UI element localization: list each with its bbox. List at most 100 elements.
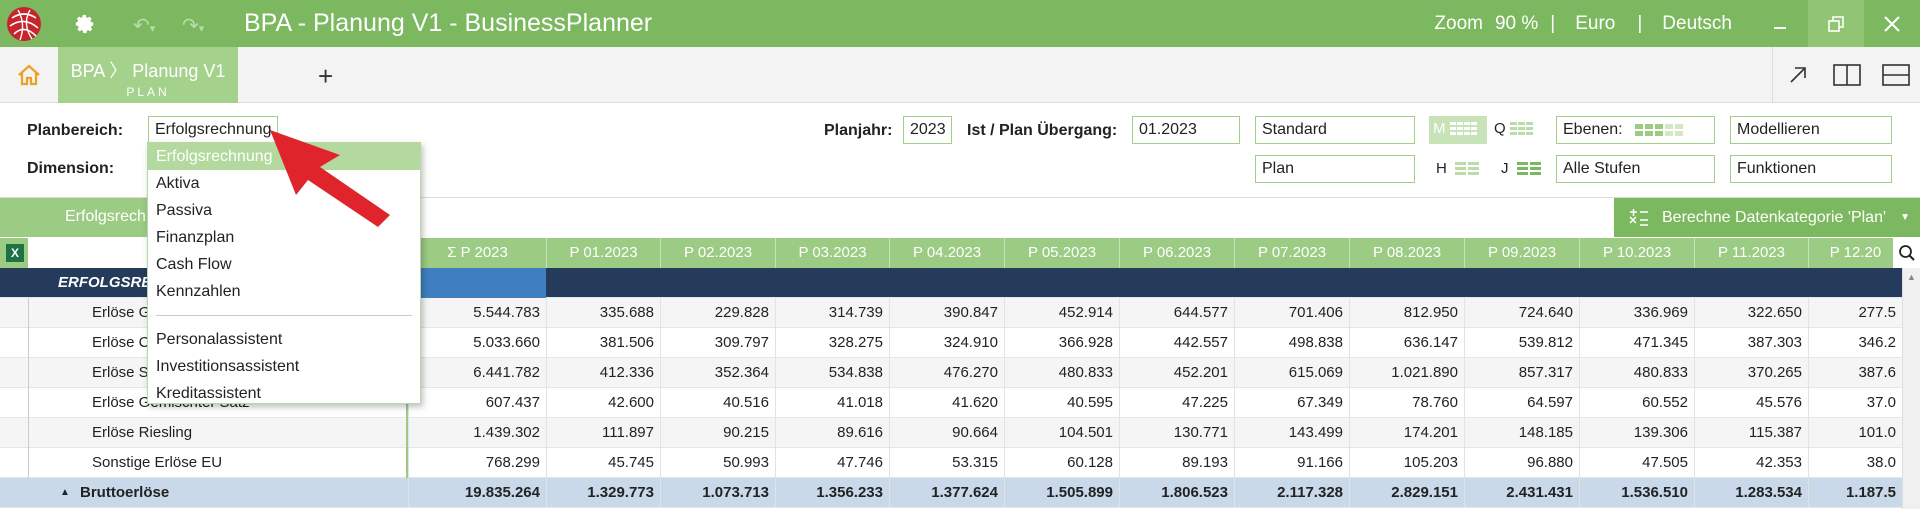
table-cell[interactable]: 5.033.660 [408, 328, 546, 358]
planjahr-field[interactable]: 2023 [903, 116, 952, 144]
table-cell[interactable]: 229.828 [660, 298, 775, 328]
table-cell[interactable]: 40.516 [660, 388, 775, 418]
table-cell[interactable]: 50.993 [660, 448, 775, 478]
column-header[interactable]: P 12.20 [1808, 238, 1902, 268]
dropdown-option[interactable]: Investitionsassistent [156, 358, 300, 375]
table-cell[interactable]: 346.2 [1808, 328, 1902, 358]
table-cell[interactable]: 322.650 [1694, 298, 1808, 328]
column-header[interactable]: P 03.2023 [775, 238, 889, 268]
table-cell[interactable]: 390.847 [889, 298, 1004, 328]
table-cell[interactable]: 2.117.328 [1234, 478, 1349, 508]
table-cell[interactable]: 64.597 [1464, 388, 1579, 418]
table-cell[interactable]: 130.771 [1119, 418, 1234, 448]
period-j-button[interactable]: J [1501, 160, 1543, 177]
table-cell[interactable]: 387.303 [1694, 328, 1808, 358]
ebenen-select[interactable]: Ebenen: [1556, 116, 1715, 144]
table-cell[interactable]: 768.299 [408, 448, 546, 478]
dropdown-option[interactable]: Personalassistent [156, 331, 283, 348]
dropdown-option[interactable]: Cash Flow [156, 256, 232, 273]
table-cell[interactable]: 90.664 [889, 418, 1004, 448]
table-cell[interactable]: 41.018 [775, 388, 889, 418]
table-cell[interactable]: 1.439.302 [408, 418, 546, 448]
table-cell[interactable]: 1.505.899 [1004, 478, 1119, 508]
table-cell[interactable]: 148.185 [1464, 418, 1579, 448]
table-row[interactable]: Erlöse Riesling 1.439.302 111.897 90.215 89.… [0, 418, 1902, 448]
excel-icon[interactable]: X [6, 244, 24, 262]
table-cell[interactable]: 615.069 [1234, 358, 1349, 388]
table-cell[interactable]: 5.544.783 [408, 298, 546, 328]
table-cell[interactable]: 324.910 [889, 328, 1004, 358]
table-cell[interactable]: 42.353 [1694, 448, 1808, 478]
period-h-button[interactable]: H [1436, 160, 1481, 177]
table-cell[interactable]: 174.201 [1349, 418, 1464, 448]
table-cell[interactable]: 476.270 [889, 358, 1004, 388]
table-cell[interactable]: 480.833 [1579, 358, 1694, 388]
table-cell[interactable]: 335.688 [546, 298, 660, 328]
table-cell[interactable]: 1.073.713 [660, 478, 775, 508]
dropdown-option[interactable]: Kreditassistent [156, 385, 261, 402]
period-m-button[interactable]: M [1429, 116, 1487, 144]
table-cell[interactable]: 91.166 [1234, 448, 1349, 478]
app-logo[interactable] [0, 0, 47, 47]
table-cell[interactable]: 143.499 [1234, 418, 1349, 448]
dropdown-option[interactable]: Aktiva [156, 175, 200, 192]
column-header[interactable]: P 08.2023 [1349, 238, 1464, 268]
language-selector[interactable]: Deutsch [1662, 12, 1732, 34]
table-cell[interactable]: 45.745 [546, 448, 660, 478]
total-row[interactable]: ▲ Bruttoerlöse 19.835.264 1.329.773 1.073.71… [0, 478, 1902, 508]
column-header[interactable]: P 04.2023 [889, 238, 1004, 268]
table-cell[interactable]: 352.364 [660, 358, 775, 388]
table-cell[interactable]: 370.265 [1694, 358, 1808, 388]
restore-button[interactable] [1808, 0, 1864, 47]
table-cell[interactable]: 381.506 [546, 328, 660, 358]
table-cell[interactable]: 498.838 [1234, 328, 1349, 358]
redo-icon[interactable]: ↷▾ [182, 15, 205, 37]
table-cell[interactable]: 101.0 [1808, 418, 1902, 448]
table-cell[interactable]: 471.345 [1579, 328, 1694, 358]
table-cell[interactable]: 115.387 [1694, 418, 1808, 448]
table-cell[interactable]: 1.187.5 [1808, 478, 1902, 508]
table-cell[interactable]: 452.914 [1004, 298, 1119, 328]
table-cell[interactable]: 534.838 [775, 358, 889, 388]
table-cell[interactable]: 1.806.523 [1119, 478, 1234, 508]
funktionen-button[interactable]: Funktionen [1730, 155, 1892, 183]
table-cell[interactable]: 42.600 [546, 388, 660, 418]
table-cell[interactable]: 37.0 [1808, 388, 1902, 418]
column-header[interactable]: P 11.2023 [1694, 238, 1808, 268]
table-cell[interactable]: 812.950 [1349, 298, 1464, 328]
dropdown-option[interactable]: Kennzahlen [156, 283, 241, 300]
table-cell[interactable]: 1.021.890 [1349, 358, 1464, 388]
plan-select[interactable]: Plan [1255, 155, 1415, 183]
column-header[interactable]: P 02.2023 [660, 238, 775, 268]
column-header[interactable]: P 06.2023 [1119, 238, 1234, 268]
table-cell[interactable]: 47.505 [1579, 448, 1694, 478]
dropdown-option[interactable]: Passiva [156, 202, 213, 219]
table-cell[interactable]: 701.406 [1234, 298, 1349, 328]
table-cell[interactable]: 60.128 [1004, 448, 1119, 478]
table-cell[interactable]: 636.147 [1349, 328, 1464, 358]
table-cell[interactable]: 139.306 [1579, 418, 1694, 448]
table-cell[interactable]: 2.829.151 [1349, 478, 1464, 508]
table-cell[interactable]: 45.576 [1694, 388, 1808, 418]
tab-planung-v1[interactable]: BPA 〉 Planung V1 PLAN [58, 47, 238, 103]
table-cell[interactable]: 111.897 [546, 418, 660, 448]
table-cell[interactable]: 6.441.782 [408, 358, 546, 388]
column-header[interactable]: P 05.2023 [1004, 238, 1119, 268]
column-header[interactable]: P 07.2023 [1234, 238, 1349, 268]
column-header[interactable]: P 01.2023 [546, 238, 660, 268]
table-cell[interactable]: 366.928 [1004, 328, 1119, 358]
minimize-button[interactable] [1752, 0, 1808, 47]
table-row[interactable]: Sonstige Erlöse EU 768.299 45.745 50.993 47.… [0, 448, 1902, 478]
standard-select[interactable]: Standard [1255, 116, 1415, 144]
modellieren-button[interactable]: Modellieren [1730, 116, 1892, 144]
collapse-icon[interactable]: ▲ [60, 487, 70, 498]
calculate-button[interactable]: Berechne Datenkategorie 'Plan' ▼ [1614, 198, 1920, 237]
table-cell[interactable]: 277.5 [1808, 298, 1902, 328]
table-cell[interactable]: 607.437 [408, 388, 546, 418]
table-cell[interactable]: 90.215 [660, 418, 775, 448]
table-cell[interactable]: 67.349 [1234, 388, 1349, 418]
table-cell[interactable]: 47.746 [775, 448, 889, 478]
table-cell[interactable]: 78.760 [1349, 388, 1464, 418]
table-cell[interactable]: 314.739 [775, 298, 889, 328]
table-cell[interactable]: 452.201 [1119, 358, 1234, 388]
